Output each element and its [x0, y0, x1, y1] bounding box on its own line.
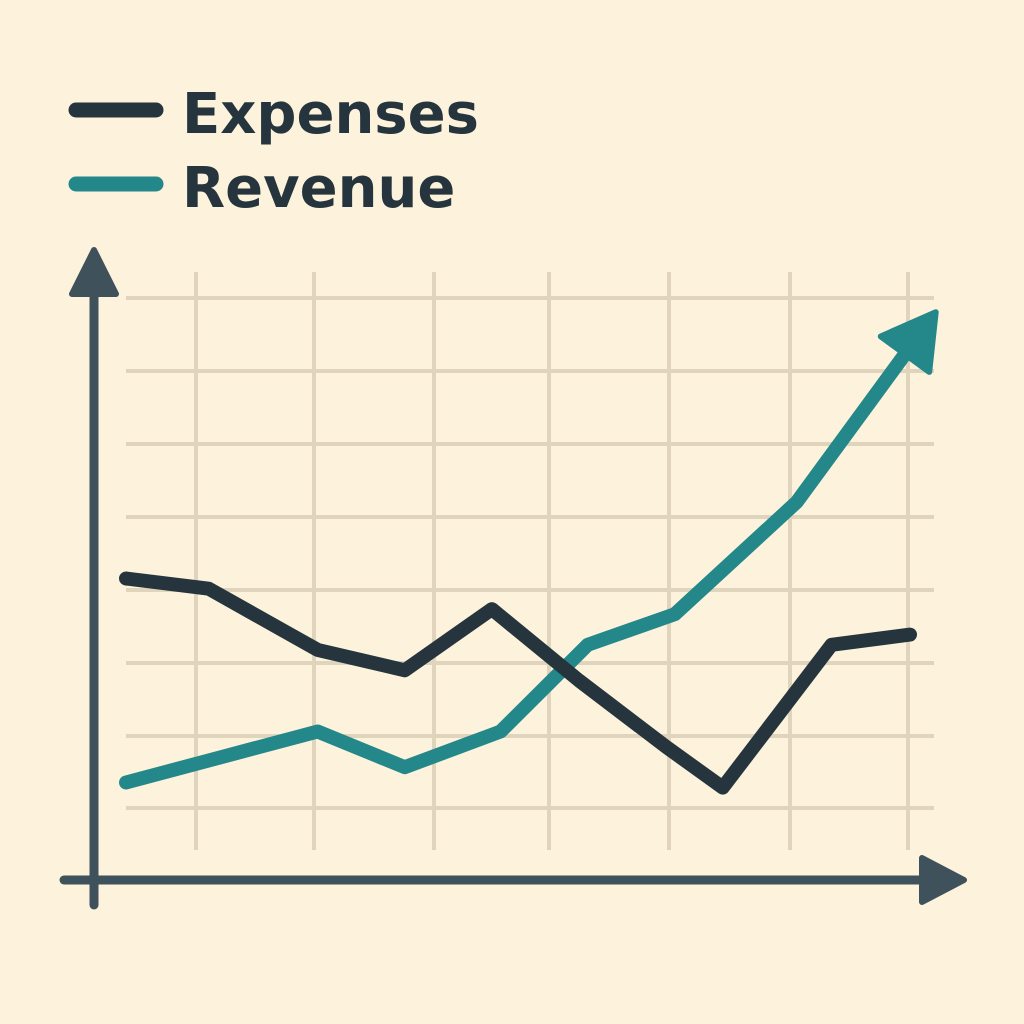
series-line-expenses: [119, 571, 917, 795]
x-axis-arrow-icon: [919, 855, 967, 905]
revenue-arrow-icon: [877, 309, 939, 375]
chart-axes: [59, 247, 967, 910]
chart-legend: Expenses Revenue: [68, 82, 479, 221]
legend-label-expenses: Expenses: [182, 82, 479, 147]
legend-label-revenue: Revenue: [182, 156, 455, 221]
y-axis-arrow-icon: [69, 247, 119, 297]
chart-series: [119, 309, 939, 795]
legend-item-revenue: Revenue: [68, 156, 455, 221]
legend-item-expenses: Expenses: [68, 82, 479, 147]
series-line-revenue: [119, 340, 917, 790]
